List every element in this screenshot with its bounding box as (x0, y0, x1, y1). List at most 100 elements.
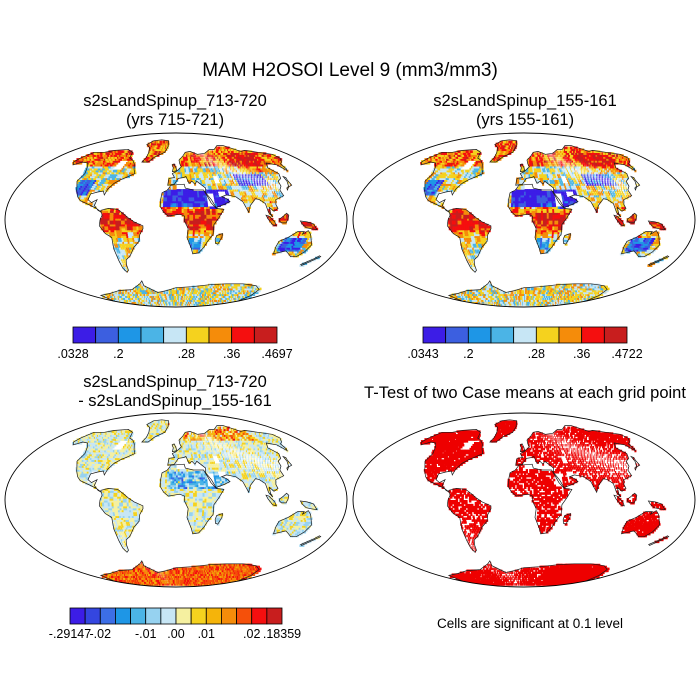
grid-cell (112, 231, 115, 235)
grid-cell (198, 173, 201, 177)
grid-cell (211, 187, 214, 190)
grid-cell (120, 260, 122, 264)
grid-cell (270, 221, 274, 225)
grid-cell (103, 221, 107, 225)
grid-cell (222, 173, 224, 177)
grid-cell (206, 162, 208, 165)
grid-cell (198, 179, 201, 182)
grid-cell (197, 162, 199, 165)
grid-cell (174, 167, 177, 171)
grid-cell (224, 165, 226, 169)
grid-cell (109, 225, 113, 229)
grid-cell (157, 293, 159, 296)
grid-cell (174, 196, 177, 200)
grid-cell (265, 167, 268, 171)
grid-cell (118, 256, 120, 260)
grid-cell (257, 162, 260, 165)
grid-cell (253, 185, 255, 188)
grid-cell (199, 237, 203, 240)
grid-cell (202, 210, 205, 213)
grid-cell (276, 187, 278, 190)
grid-cell (191, 216, 194, 219)
grid-cell (194, 235, 197, 238)
grid-cell (232, 160, 234, 163)
grid-cell (189, 156, 192, 159)
grid-cell (168, 192, 172, 196)
grid-cell (171, 293, 174, 296)
grid-cell (213, 196, 216, 200)
grid-cell (160, 301, 163, 304)
grid-cell (209, 229, 213, 233)
grid-cell (190, 196, 193, 200)
grid-cell (293, 239, 297, 242)
grid-cell (195, 196, 199, 200)
grid-cell (108, 227, 111, 231)
grid-cell (179, 160, 182, 163)
grid-cell (270, 191, 272, 194)
grid-cell (165, 295, 167, 298)
grid-cell (189, 160, 191, 163)
grid-cell (196, 210, 200, 213)
grid-cell (183, 173, 186, 177)
grid-cell (177, 206, 181, 210)
grid-cell (209, 158, 211, 161)
grid-cell (237, 191, 239, 194)
grid-cell (154, 295, 156, 298)
grid-cell (192, 227, 196, 231)
grid-cell (278, 187, 280, 190)
grid-cell (142, 285, 144, 289)
grid-cell (102, 225, 105, 229)
grid-cell (186, 173, 189, 177)
grid-cell (207, 227, 211, 231)
grid-cell (215, 154, 217, 157)
grid-cell (229, 192, 231, 196)
grid-cell (134, 237, 137, 240)
grid-cell (88, 191, 92, 194)
grid-cell (125, 241, 128, 244)
grid-cell (190, 200, 194, 204)
grid-cell (212, 220, 215, 223)
grid-cell (198, 245, 202, 248)
grid-cell (233, 169, 234, 173)
grid-cell (163, 295, 165, 298)
grid-cell (234, 181, 236, 184)
grid-cell (200, 169, 202, 173)
grid-cell (207, 179, 210, 182)
grid-cell (251, 179, 252, 182)
grid-cell (180, 171, 183, 175)
grid-cell (187, 214, 190, 217)
grid-cell (190, 177, 192, 181)
grid-cell (82, 196, 86, 200)
grid-cell (222, 175, 224, 179)
grid-cell (129, 243, 132, 246)
grid-cell (122, 221, 126, 225)
grid-cell (107, 223, 111, 227)
grid-cell (213, 194, 216, 198)
grid-cell (144, 293, 146, 296)
grid-cell (161, 202, 164, 206)
grid-cell (175, 301, 177, 304)
grid-cell (123, 237, 126, 240)
grid-cell (132, 289, 134, 293)
grid-cell (207, 231, 211, 235)
grid-cell (110, 231, 113, 235)
grid-cell (268, 167, 271, 171)
grid-cell (190, 194, 193, 198)
grid-cell (133, 287, 135, 291)
grid-cell (255, 163, 258, 167)
grid-cell (221, 160, 223, 163)
grid-cell (248, 198, 251, 202)
grid-cell (174, 185, 177, 188)
grid-cell (124, 221, 128, 225)
grid-cell (208, 175, 210, 179)
grid-cell (196, 220, 200, 223)
grid-cell (209, 206, 212, 210)
grid-cell (193, 158, 196, 161)
grid-cell (187, 221, 190, 225)
grid-cell (230, 167, 232, 171)
grid-cell (173, 167, 176, 171)
grid-cell (185, 210, 188, 213)
grid-cell (121, 245, 124, 248)
grid-cell (264, 165, 267, 169)
grid-cell (217, 175, 219, 179)
